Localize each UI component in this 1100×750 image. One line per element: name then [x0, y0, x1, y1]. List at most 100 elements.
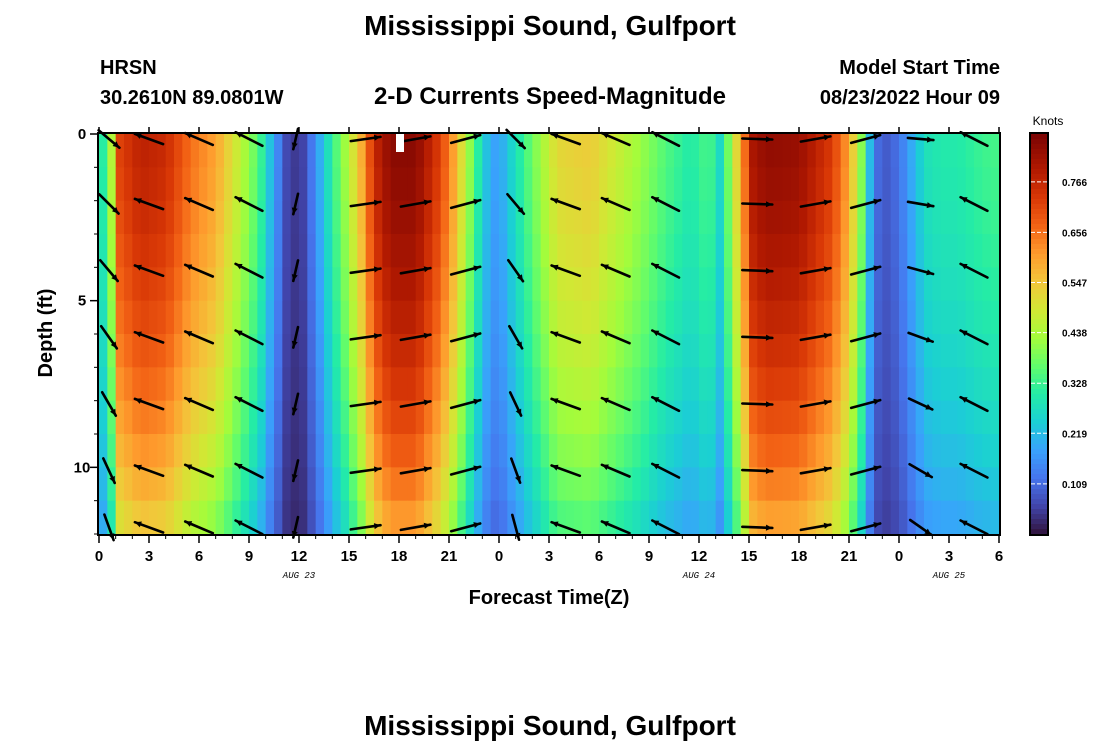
heatmap-cell: [849, 400, 858, 435]
heatmap-cell: [824, 200, 833, 235]
heatmap-cell: [140, 300, 150, 335]
heatmap-cell: [832, 400, 842, 435]
heatmap-cell: [249, 467, 258, 502]
heatmap-cell: [499, 167, 508, 202]
current-arrow: [849, 522, 882, 533]
heatmap-cell: [832, 167, 842, 202]
heatmap-cell: [749, 467, 758, 502]
heatmap-cell: [482, 334, 492, 368]
heatmap-cell: [974, 500, 983, 535]
heatmap-cell: [907, 267, 917, 302]
current-arrow: [291, 459, 300, 483]
colorbar-segment: [1031, 184, 1047, 190]
heatmap-cell: [740, 500, 750, 535]
heatmap-cell: [540, 367, 550, 402]
heatmap-cell: [674, 234, 683, 268]
current-arrow: [906, 265, 935, 276]
heatmap-cell: [240, 267, 250, 302]
heatmap-cell: [265, 434, 275, 468]
heatmap-cell: [290, 500, 300, 535]
heatmap-cell: [899, 167, 908, 202]
heatmap-cell: [815, 367, 825, 402]
y-tick-label: 10: [74, 459, 91, 476]
heatmap-cell: [115, 467, 125, 502]
heatmap-cell: [215, 334, 225, 368]
heatmap-cell: [507, 400, 517, 435]
heatmap-cell: [307, 434, 317, 468]
heatmap-cell: [232, 300, 242, 335]
heatmap-cell: [307, 400, 317, 435]
heatmap-cell: [507, 334, 517, 368]
heatmap-cell: [165, 167, 175, 202]
heatmap-cell: [482, 134, 492, 168]
heatmap-cell: [374, 300, 383, 335]
heatmap-cell: [640, 134, 650, 168]
heatmap-cell: [207, 367, 217, 402]
heatmap-cell: [232, 434, 242, 468]
colorbar-segment: [1031, 144, 1047, 150]
heatmap-cell: [390, 234, 400, 268]
heatmap-cell: [532, 334, 542, 368]
heatmap-cell: [849, 267, 858, 302]
heatmap-cell: [474, 467, 483, 502]
heatmap-cell: [807, 400, 817, 435]
current-arrow: [849, 332, 882, 343]
heatmap-cell: [549, 134, 558, 168]
colorbar-segment: [1031, 234, 1047, 240]
heatmap-cell: [374, 234, 383, 268]
current-arrow: [600, 463, 631, 478]
heatmap-cell: [282, 134, 292, 168]
heatmap-cell: [724, 234, 733, 268]
current-arrow: [740, 334, 774, 341]
heatmap-cell: [257, 300, 267, 335]
colorbar-segment: [1031, 209, 1047, 215]
colorbar-segment: [1031, 134, 1047, 140]
heatmap-cell: [790, 234, 800, 268]
current-arrow: [349, 523, 382, 531]
heatmap-cell: [215, 300, 225, 335]
heatmap-cell: [299, 267, 308, 302]
heatmap-cell: [524, 167, 533, 202]
heatmap-cell: [940, 467, 950, 502]
heatmap-cell: [840, 367, 850, 402]
heatmap-cell: [640, 500, 650, 535]
heatmap-cell: [315, 234, 325, 268]
heatmap-cell: [524, 234, 533, 268]
heatmap-cell: [940, 234, 950, 268]
heatmap-cell: [99, 300, 108, 335]
heatmap-cell: [415, 200, 425, 235]
heatmap-cell: [240, 234, 250, 268]
current-arrow: [799, 266, 832, 275]
heatmap-cell: [240, 500, 250, 535]
heatmap-cell: [799, 134, 808, 168]
heatmap-cell: [707, 434, 717, 468]
heatmap-cell: [557, 200, 567, 235]
colorbar-segment: [1031, 389, 1047, 395]
heatmap-cell: [674, 500, 683, 535]
heatmap-cell: [499, 400, 508, 435]
heatmap-cell: [824, 434, 833, 468]
current-arrow: [550, 132, 582, 146]
heatmap-cell: [874, 500, 883, 535]
current-arrow: [349, 199, 382, 208]
heatmap-cell: [290, 400, 300, 435]
heatmap-cell: [282, 267, 292, 302]
heatmap-cell: [890, 200, 900, 235]
heatmap-cell: [290, 334, 300, 368]
heatmap-cell: [565, 167, 575, 202]
heatmap-cell: [424, 500, 433, 535]
heatmap-cell: [157, 500, 167, 535]
heatmap-cell: [715, 334, 725, 368]
current-vectors: [97, 127, 989, 542]
heatmap-cell: [399, 467, 408, 502]
heatmap-cell: [482, 234, 492, 268]
heatmap-cell: [540, 167, 550, 202]
heatmap-cell: [640, 300, 650, 335]
heatmap-cell: [165, 134, 175, 168]
heatmap-cell: [174, 500, 183, 535]
heatmap-cell: [374, 434, 383, 468]
current-arrow: [234, 195, 264, 213]
heatmap-cell: [182, 367, 192, 402]
colorbar-segment: [1031, 254, 1047, 260]
heatmap-cell: [882, 367, 892, 402]
